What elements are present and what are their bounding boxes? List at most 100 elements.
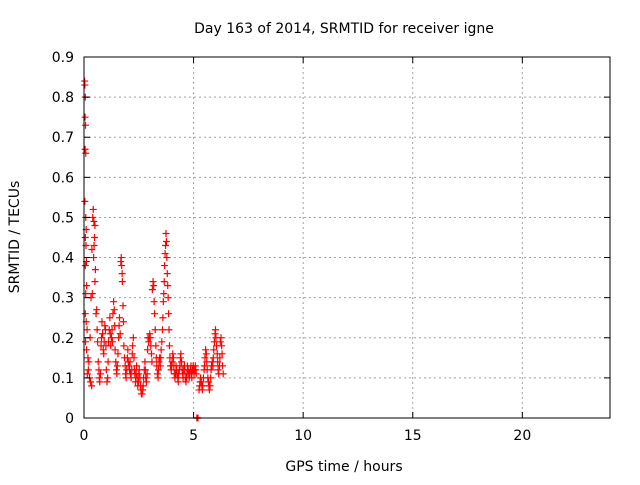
data-point	[209, 354, 217, 362]
data-point	[82, 121, 90, 129]
data-point	[157, 346, 165, 354]
data-point	[91, 221, 99, 229]
data-point	[133, 362, 141, 370]
data-point	[152, 342, 160, 350]
data-point	[217, 334, 225, 342]
data-point	[90, 242, 98, 250]
data-point	[81, 310, 89, 318]
y-tick-label: 0.8	[52, 90, 74, 106]
data-point	[160, 290, 168, 298]
data-point	[218, 350, 226, 358]
data-point	[155, 358, 163, 366]
data-point	[117, 254, 125, 262]
y-tick-label: 0.6	[52, 170, 74, 186]
data-point	[90, 217, 98, 225]
data-point	[89, 205, 97, 213]
x-tick-label: 20	[513, 428, 531, 444]
data-point	[165, 310, 173, 318]
data-point	[95, 366, 103, 374]
data-point	[207, 374, 215, 382]
data-point	[148, 350, 156, 358]
data-point	[202, 346, 210, 354]
data-point	[214, 358, 222, 366]
data-point	[163, 270, 171, 278]
data-point	[81, 262, 89, 270]
data-point	[81, 145, 89, 153]
data-point	[188, 374, 196, 382]
data-point	[84, 366, 92, 374]
data-point	[94, 358, 102, 366]
data-point	[182, 378, 190, 386]
data-points	[81, 77, 227, 422]
data-point	[101, 322, 109, 330]
data-point	[83, 370, 91, 378]
data-point	[205, 386, 213, 394]
data-point	[106, 330, 114, 338]
y-tick-label: 0.3	[52, 291, 74, 307]
data-point	[98, 334, 106, 342]
data-point	[216, 354, 224, 362]
data-point	[96, 370, 104, 378]
data-point	[129, 334, 137, 342]
data-point	[81, 234, 89, 241]
data-point	[212, 326, 219, 334]
data-point	[169, 354, 177, 362]
data-point	[123, 354, 131, 362]
data-point	[87, 378, 95, 386]
data-point	[159, 298, 167, 306]
x-tick-label: 5	[189, 428, 198, 444]
data-point	[130, 354, 138, 362]
data-point	[120, 342, 128, 350]
data-point	[149, 278, 157, 286]
data-point	[162, 229, 170, 237]
data-point	[82, 338, 90, 346]
data-point	[92, 310, 100, 318]
data-point	[134, 378, 142, 386]
data-point	[169, 350, 177, 358]
data-point	[89, 213, 97, 221]
data-point	[146, 334, 154, 342]
data-point	[154, 374, 162, 382]
data-point	[177, 350, 185, 358]
data-point	[168, 358, 176, 366]
data-point	[106, 314, 114, 322]
y-tick-label: 0.4	[52, 251, 74, 267]
data-point	[144, 346, 152, 354]
data-point	[162, 238, 170, 246]
data-point	[94, 338, 102, 346]
data-point	[148, 286, 156, 294]
data-point	[142, 378, 150, 386]
data-point	[142, 374, 150, 382]
data-point	[115, 322, 123, 330]
x-tick-label: 10	[294, 428, 312, 444]
data-point	[112, 358, 120, 366]
data-point	[116, 314, 124, 322]
data-point	[219, 362, 227, 370]
data-point	[96, 378, 104, 386]
data-point	[98, 318, 106, 326]
data-point	[119, 318, 127, 326]
chart-title: Day 163 of 2014, SRMTID for receiver ign…	[194, 21, 494, 37]
data-point	[114, 350, 122, 358]
data-point	[110, 306, 118, 314]
data-point	[108, 338, 116, 346]
y-tick-label: 0.5	[52, 210, 74, 226]
data-point	[88, 290, 96, 298]
data-point	[199, 382, 207, 390]
data-point	[138, 390, 146, 398]
data-point	[165, 342, 173, 350]
x-tick-label: 15	[404, 428, 422, 444]
data-point	[178, 358, 186, 366]
y-axis-label: SRMTID / TECUs	[7, 181, 23, 294]
data-point	[160, 278, 168, 286]
data-point	[174, 378, 182, 386]
data-point	[85, 358, 93, 366]
data-point	[126, 358, 134, 366]
data-point	[150, 282, 158, 290]
data-point	[157, 354, 165, 362]
data-point	[91, 266, 99, 274]
data-point	[124, 346, 132, 354]
data-point	[99, 330, 107, 338]
